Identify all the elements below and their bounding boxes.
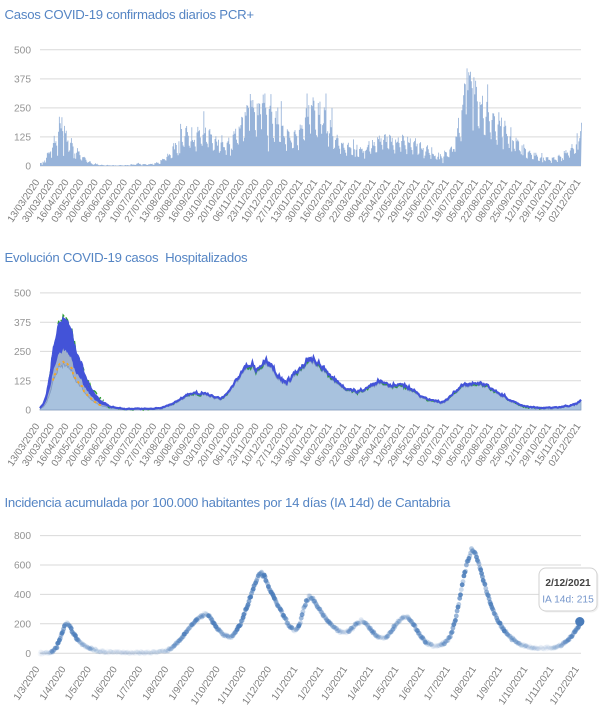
svg-text:0: 0 — [25, 162, 31, 173]
svg-text:125: 125 — [14, 376, 31, 387]
svg-text:500: 500 — [14, 289, 31, 300]
svg-text:IA 14d: 215: IA 14d: 215 — [542, 595, 594, 606]
svg-text:250: 250 — [14, 104, 31, 115]
svg-text:Incidencia acumulada por 100.0: Incidencia acumulada por 100.000 habitan… — [5, 495, 451, 510]
svg-text:500: 500 — [14, 45, 31, 56]
svg-text:125: 125 — [14, 133, 31, 144]
svg-text:0: 0 — [25, 649, 31, 660]
svg-text:2/12/2021: 2/12/2021 — [545, 578, 591, 589]
svg-text:400: 400 — [14, 590, 31, 601]
svg-text:250: 250 — [14, 347, 31, 358]
svg-text:Evolución COVID-19 casos Hosp: Evolución COVID-19 casos Hospitalizados — [5, 250, 249, 265]
svg-text:0: 0 — [25, 406, 31, 417]
svg-text:375: 375 — [14, 75, 31, 86]
svg-text:Casos COVID-19 confirmados dia: Casos COVID-19 confirmados diarios PCR+ — [5, 7, 255, 22]
svg-text:375: 375 — [14, 318, 31, 329]
svg-text:600: 600 — [14, 561, 31, 572]
svg-text:800: 800 — [14, 531, 31, 542]
svg-text:200: 200 — [14, 619, 31, 630]
